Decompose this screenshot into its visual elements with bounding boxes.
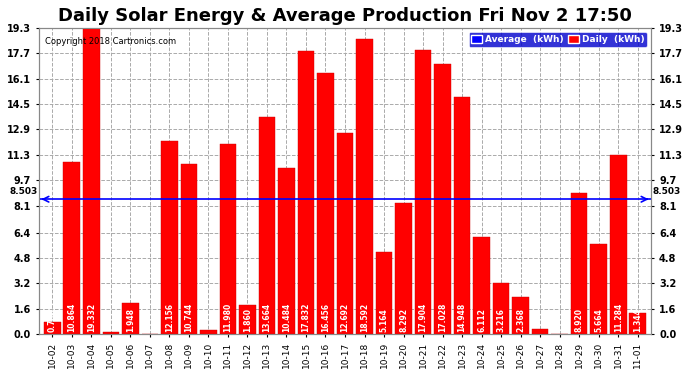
Bar	[434, 64, 451, 334]
Text: 0.796: 0.796	[48, 308, 57, 332]
Text: 19.332: 19.332	[87, 303, 96, 332]
Bar	[395, 202, 412, 334]
Bar	[513, 297, 529, 334]
Bar	[571, 193, 587, 334]
Text: 12.692: 12.692	[340, 303, 350, 332]
Text: 6.112: 6.112	[477, 308, 486, 332]
Bar	[454, 97, 471, 334]
Legend: Average  (kWh), Daily  (kWh): Average (kWh), Daily (kWh)	[469, 32, 647, 47]
Text: 13.664: 13.664	[262, 303, 271, 332]
Bar	[44, 321, 61, 334]
Text: 1.948: 1.948	[126, 308, 135, 332]
Text: 1.860: 1.860	[243, 308, 252, 332]
Bar	[376, 252, 393, 334]
Text: 10.864: 10.864	[67, 303, 77, 332]
Text: 3.216: 3.216	[497, 308, 506, 332]
Text: 11.980: 11.980	[224, 303, 233, 332]
Bar	[200, 330, 217, 334]
Bar	[532, 329, 549, 334]
Bar	[337, 133, 353, 334]
Bar	[297, 51, 314, 334]
Text: 14.948: 14.948	[457, 303, 466, 332]
Bar	[493, 283, 509, 334]
Bar	[317, 73, 334, 334]
Bar	[219, 144, 236, 334]
Text: 10.484: 10.484	[282, 303, 291, 332]
Bar	[83, 27, 99, 334]
Bar	[278, 168, 295, 334]
Bar	[103, 332, 119, 334]
Text: Copyright 2018 Cartronics.com: Copyright 2018 Cartronics.com	[45, 37, 176, 46]
Bar	[122, 303, 139, 334]
Text: 10.744: 10.744	[184, 303, 193, 332]
Text: 8.503: 8.503	[10, 187, 38, 196]
Bar	[181, 164, 197, 334]
Bar	[473, 237, 490, 334]
Text: 17.028: 17.028	[438, 302, 447, 332]
Text: 1.344: 1.344	[633, 308, 642, 332]
Text: 17.832: 17.832	[302, 302, 310, 332]
Bar	[610, 155, 627, 334]
Title: Daily Solar Energy & Average Production Fri Nov 2 17:50: Daily Solar Energy & Average Production …	[58, 7, 632, 25]
Text: 2.368: 2.368	[516, 308, 525, 332]
Text: 8.503: 8.503	[652, 187, 680, 196]
Text: 11.284: 11.284	[613, 303, 623, 332]
Text: 5.164: 5.164	[380, 308, 388, 332]
Bar	[161, 141, 177, 334]
Text: 17.904: 17.904	[419, 303, 428, 332]
Bar	[415, 50, 431, 334]
Bar	[63, 162, 80, 334]
Text: 16.456: 16.456	[321, 303, 330, 332]
Bar	[239, 304, 256, 334]
Bar	[259, 117, 275, 334]
Bar	[591, 244, 607, 334]
Bar	[629, 313, 646, 334]
Bar	[356, 39, 373, 334]
Text: 5.664: 5.664	[594, 308, 603, 332]
Text: 8.292: 8.292	[399, 308, 408, 332]
Text: 12.156: 12.156	[165, 303, 174, 332]
Text: 18.592: 18.592	[360, 303, 369, 332]
Text: 8.920: 8.920	[575, 308, 584, 332]
